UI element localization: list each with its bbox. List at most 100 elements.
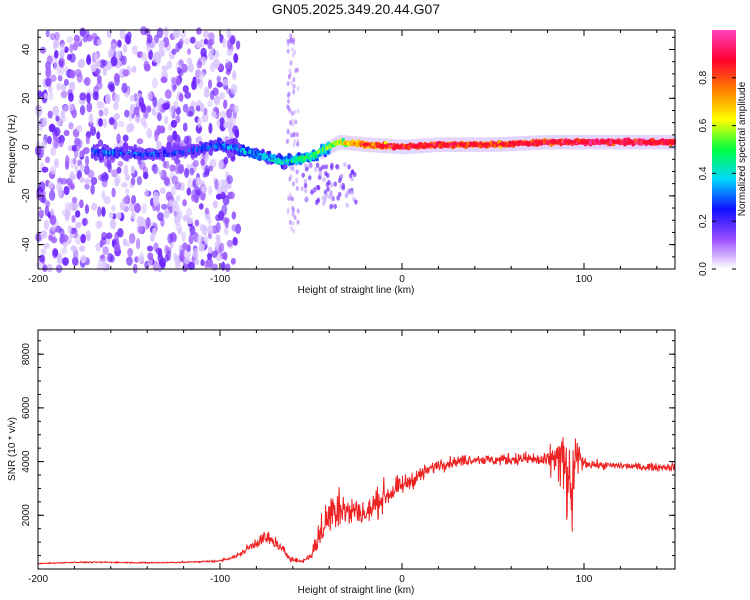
spectrogram-noise-blob xyxy=(48,91,54,101)
snr-frame xyxy=(37,329,676,570)
spectrogram-noise-blob xyxy=(314,166,318,173)
spectrogram-noise-blob xyxy=(127,247,134,257)
spectrogram-noise-blob xyxy=(148,49,154,61)
snr-panel: -200 -100 0 100 2000 4000 6000 8000 Height of s… xyxy=(7,329,676,596)
spectrogram-peak xyxy=(535,140,544,145)
spectrogram-noise-blob xyxy=(53,60,59,71)
spectrogram-noise-blob xyxy=(162,102,170,111)
spectrogram-noise-blob xyxy=(122,69,130,77)
spectrogram-noise-blob xyxy=(310,189,314,195)
spectrogram-noise-blob xyxy=(79,105,86,116)
spectrogram-noise-blob xyxy=(196,234,203,245)
spectrogram-noise-blob xyxy=(222,251,228,261)
spectrogram-noise-blob xyxy=(331,195,335,201)
spectrogram-noise-blob xyxy=(80,233,87,244)
spectrogram-peak xyxy=(424,143,433,148)
spectrogram-noise-blob xyxy=(186,57,193,65)
spectrogram-noise-blob xyxy=(156,27,164,39)
spectrogram-noise-blob xyxy=(73,34,80,43)
spectrogram-ridge-point xyxy=(133,144,137,149)
snr-y-tick-label: 4000 xyxy=(21,450,32,473)
spectrogram-noise-blob xyxy=(218,63,224,71)
spectrogram-noise-blob xyxy=(292,77,296,83)
spectrogram-noise-blob xyxy=(54,158,59,168)
spectrogram-noise-blob xyxy=(226,27,232,39)
spectrogram-noise-blob xyxy=(79,92,87,101)
spectrogram-noise-blob xyxy=(329,190,333,196)
snr-x-tick-label: 100 xyxy=(576,574,593,585)
spectrogram-y-tick-label: 0 xyxy=(21,144,32,150)
spectrogram-noise-blob xyxy=(189,36,196,44)
spectrogram-noise-blob xyxy=(139,252,144,262)
spectrogram-noise-blob xyxy=(74,201,80,209)
spectrogram-noise-blob xyxy=(98,118,103,127)
spectrogram-noise-blob xyxy=(207,252,213,260)
spectrogram-noise-blob xyxy=(116,166,122,174)
spectrogram-noise-blob xyxy=(209,90,215,101)
spectrogram-noise-blob xyxy=(350,190,354,196)
spectrogram-noise-blob xyxy=(110,204,116,212)
spectrogram-noise-blob xyxy=(303,163,308,169)
spectrogram-noise-blob xyxy=(152,195,160,207)
spectrogram-noise-blob xyxy=(84,178,91,185)
spectrogram-noise-blob xyxy=(224,62,231,70)
spectrogram-noise-blob xyxy=(117,39,122,48)
spectrogram-noise-blob xyxy=(296,108,300,114)
spectrogram-noise-blob xyxy=(192,247,199,259)
spectrogram-peak xyxy=(361,142,370,147)
spectrogram-noise-blob xyxy=(158,49,163,59)
spectrogram-noise-blob xyxy=(85,135,90,145)
spectrogram-noise-blob xyxy=(175,77,181,86)
spectrogram-noise-blob xyxy=(151,107,157,116)
spectrogram-noise-blob xyxy=(291,207,295,213)
spectrogram-noise-blob xyxy=(146,44,152,52)
spectrogram-noise-blob xyxy=(123,196,131,205)
spectrogram-noise-blob xyxy=(204,151,209,162)
spectrogram-noise-blob xyxy=(41,166,49,173)
spectrogram-noise-blob xyxy=(121,181,128,188)
spectrogram-noise-blob xyxy=(128,233,136,244)
spectrogram-noise-blob xyxy=(43,242,50,249)
spectrogram-noise-blob xyxy=(292,39,296,45)
spectrogram-noise-blob xyxy=(164,244,169,255)
spectrogram-noise-blob xyxy=(214,50,220,58)
spectrogram-noise-blob xyxy=(48,234,53,241)
spectrogram-noise-blob xyxy=(98,109,104,117)
spectrogram-noise-blob xyxy=(117,160,124,167)
spectrogram-noise-blob xyxy=(56,67,62,76)
spectrogram-noise-blob xyxy=(79,176,85,183)
spectrogram-noise-blob xyxy=(204,207,210,215)
spectrogram-x-tick-label: 100 xyxy=(576,274,593,285)
spectrogram-noise-blob xyxy=(289,38,293,44)
spectrogram-ridge-point xyxy=(136,148,141,153)
spectrogram-noise-blob xyxy=(216,75,221,83)
spectrogram-noise-blob xyxy=(288,220,292,226)
spectrogram-noise-blob xyxy=(303,188,308,194)
spectrogram-noise-blob xyxy=(196,27,202,35)
spectrogram-noise-blob xyxy=(226,108,233,119)
spectrogram-noise-blob xyxy=(47,110,53,119)
spectrogram-noise-blob xyxy=(80,255,87,264)
colorbar-tick-label: 0.2 xyxy=(698,214,709,228)
spectrogram-noise-blob xyxy=(212,200,218,209)
spectrogram-noise-blob xyxy=(296,219,300,225)
spectrogram-noise-blob xyxy=(92,91,98,101)
spectrogram-noise-blob xyxy=(125,35,132,45)
spectrogram-noise-blob xyxy=(37,123,44,131)
spectrogram-noise-blob xyxy=(204,165,210,175)
spectrogram-noise-blob xyxy=(74,68,82,77)
spectrogram-noise-blob xyxy=(102,246,109,256)
spectrogram-noise-blob xyxy=(91,202,98,211)
spectrogram-noise-blob xyxy=(103,107,109,116)
spectrogram-noise-blob xyxy=(96,38,103,46)
spectrogram-noise-blob xyxy=(67,181,75,189)
spectrogram-noise-blob xyxy=(100,173,105,182)
spectrogram-noise-blob xyxy=(131,195,137,205)
spectrogram-noise-blob xyxy=(84,76,91,87)
spectrogram-noise-blob xyxy=(189,224,196,236)
spectrogram-noise-blob xyxy=(226,175,233,185)
spectrogram-peak xyxy=(510,141,519,146)
spectrogram-noise-blob xyxy=(184,91,192,99)
spectrogram-noise-blob xyxy=(116,133,121,144)
spectrogram-noise-blob xyxy=(186,217,194,225)
